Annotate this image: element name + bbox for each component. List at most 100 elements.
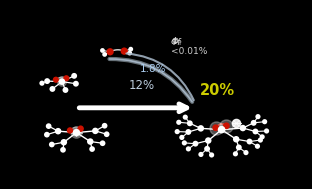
Point [50,88,55,91]
Point [182,141,187,144]
Point [258,139,263,142]
FancyArrowPatch shape [126,53,194,100]
Point [256,115,261,118]
Point [198,153,203,156]
Point [44,133,49,136]
Point [74,131,79,134]
Point [45,80,50,83]
Point [258,139,263,142]
Text: <0.01%: <0.01% [171,47,207,56]
Point [122,50,127,53]
Point [236,146,241,149]
Point [108,50,113,53]
Point [74,131,79,134]
Point [39,82,44,85]
FancyArrowPatch shape [110,59,192,102]
Point [104,133,109,136]
Point [104,133,109,136]
Point [213,126,218,129]
Point [73,82,78,85]
Point [260,135,265,138]
Point [187,122,192,125]
Point [193,142,198,145]
Point [100,49,105,52]
Point [247,140,252,143]
Point [60,80,65,83]
FancyArrowPatch shape [79,104,187,112]
Point [233,152,238,155]
Point [186,147,191,150]
Point [74,131,79,134]
Point [102,53,107,56]
Point [234,122,239,125]
Point [224,124,229,127]
Point [179,136,184,139]
Point [74,131,79,134]
Point [209,153,214,156]
Point [193,142,198,145]
Point [61,148,66,151]
Text: 1.8%: 1.8% [139,64,166,74]
Point [243,151,248,154]
Text: Φf: Φf [171,38,181,47]
Point [240,126,245,129]
Point [206,139,211,142]
Point [262,120,267,123]
Point [243,151,248,154]
Point [93,129,98,132]
Point [127,52,132,55]
Point [260,135,265,138]
Point [56,130,61,133]
Text: 20%: 20% [200,83,235,98]
Point [60,80,65,83]
FancyArrowPatch shape [110,59,192,102]
Point [50,88,55,91]
Point [46,125,51,128]
Point [72,74,77,77]
Point [206,139,211,142]
Point [176,121,181,124]
Point [198,127,203,130]
Point [198,153,203,156]
Point [61,141,66,144]
Point [233,152,238,155]
Point [264,129,269,132]
Point [100,142,105,145]
Point [45,80,50,83]
Point [39,82,44,85]
Point [68,129,73,132]
Point [176,121,181,124]
Point [253,130,258,133]
Point [46,125,51,128]
Point [264,129,269,132]
Point [100,49,105,52]
Point [247,140,252,143]
Point [253,130,258,133]
Point [61,141,66,144]
Point [128,48,133,51]
Point [61,148,66,151]
Point [255,145,260,148]
Point [186,147,191,150]
Point [256,115,261,118]
Point [63,88,68,91]
Point [60,80,65,83]
Point [90,148,95,151]
Text: $\Phi_\mathrm{f}$: $\Phi_\mathrm{f}$ [171,36,183,48]
Point [102,53,107,56]
Point [64,77,69,80]
Point [236,146,241,149]
Point [240,126,245,129]
Point [251,121,256,124]
Point [78,127,83,130]
Point [224,124,229,127]
Point [127,52,132,55]
Point [187,122,192,125]
Point [219,128,224,131]
Point [128,48,133,51]
Point [175,130,180,133]
Point [100,142,105,145]
Point [102,124,107,127]
Point [175,130,180,133]
Point [44,133,49,136]
